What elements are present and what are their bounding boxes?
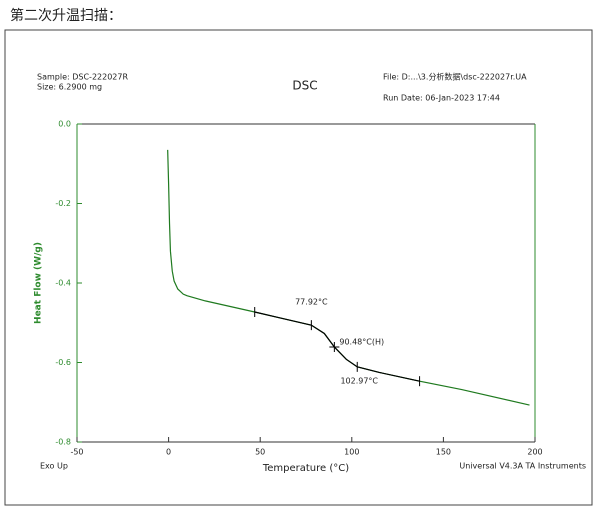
- run-date: Run Date: 06-Jan-2023 17:44: [383, 94, 500, 103]
- header: 第二次升温扫描：: [10, 7, 122, 24]
- x-tick-label: 100: [344, 448, 359, 457]
- annotation: 102.97°C: [340, 376, 378, 385]
- annotation: 90.48°C(H): [339, 337, 384, 346]
- x-tick-label: -50: [70, 448, 83, 457]
- y-tick-label: -0.8: [55, 438, 71, 447]
- y-axis-label: Heat Flow (W/g): [34, 242, 44, 324]
- exo: Exo Up: [40, 462, 68, 471]
- file: File: D:...\3.分析数据\dsc-222027r.UA: [383, 72, 527, 82]
- x-tick-label: 150: [436, 448, 451, 457]
- sample: Sample: DSC-222027R: [37, 73, 128, 82]
- x-tick-label: 200: [527, 448, 542, 457]
- y-tick-label: -0.4: [55, 279, 71, 288]
- y-tick-label: -0.6: [55, 358, 71, 367]
- chart-title: DSC: [292, 79, 317, 93]
- x-axis-label: Temperature (°C): [262, 463, 349, 474]
- frame: [4, 29, 593, 506]
- curve: [167, 149, 530, 406]
- instrument: Universal V4.3A TA Instruments: [459, 462, 586, 471]
- size: Size: 6.2900 mg: [37, 83, 102, 92]
- y-tick-label: 0.0: [58, 120, 71, 129]
- y-tick-label: -0.2: [55, 199, 71, 208]
- x-tick-label: 50: [255, 448, 265, 457]
- annotation: 77.92°C: [295, 298, 328, 307]
- x-tick-label: 0: [166, 448, 171, 457]
- marker: [329, 341, 340, 352]
